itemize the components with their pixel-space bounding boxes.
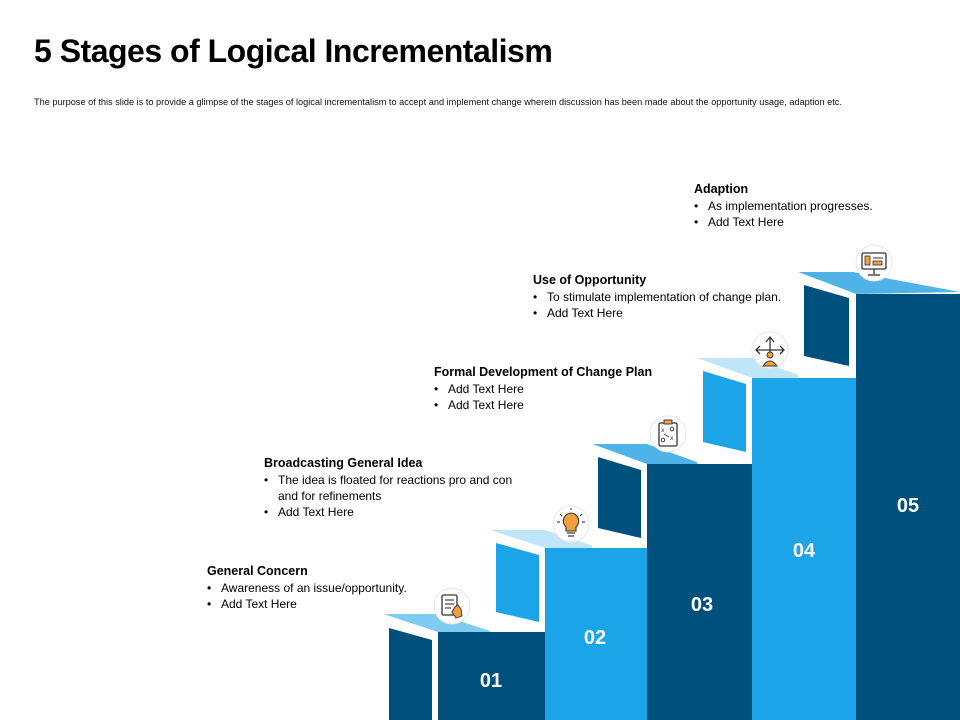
list-item: Add Text Here xyxy=(264,504,526,520)
stage-04-bullets: To stimulate implementation of change pl… xyxy=(533,289,813,321)
step-number-03: 03 xyxy=(691,594,713,616)
svg-text:x: x xyxy=(670,435,674,442)
list-item: Add Text Here xyxy=(434,381,694,397)
step-number-01: 01 xyxy=(480,670,502,692)
stage-05-title: Adaption xyxy=(694,182,749,196)
list-item: Add Text Here xyxy=(434,397,694,413)
list-item: The idea is floated for reactions pro an… xyxy=(264,472,526,504)
step-02-top xyxy=(490,530,600,548)
list-item: As implementation progresses. xyxy=(694,198,944,214)
step-03-top xyxy=(592,444,702,464)
step-04 xyxy=(697,358,856,720)
step-01-front xyxy=(438,632,546,720)
person-directions-icon xyxy=(751,331,789,369)
stage-05-text: Adaption As implementation progresses. A… xyxy=(694,181,944,230)
stage-02-title: Broadcasting General Idea xyxy=(264,456,423,470)
strategy-board-icon: x x xyxy=(649,415,687,453)
stage-02-text: Broadcasting General Idea The idea is fl… xyxy=(264,455,526,520)
step-number-05: 05 xyxy=(897,495,919,517)
stage-01-text: General Concern Awareness of an issue/op… xyxy=(207,563,447,612)
step-number-02: 02 xyxy=(584,627,606,649)
list-item: Awareness of an issue/opportunity. xyxy=(207,580,447,596)
stage-02-bullets: The idea is floated for reactions pro an… xyxy=(264,472,526,520)
step-03-front xyxy=(647,464,755,720)
stage-01-title: General Concern xyxy=(207,564,308,578)
lightbulb-icon xyxy=(552,505,590,543)
page-subtitle: The purpose of this slide is to provide … xyxy=(34,97,842,107)
step-number-04: 04 xyxy=(793,540,816,562)
step-04-front xyxy=(752,378,856,720)
step-01-top xyxy=(383,614,493,632)
step-05-top xyxy=(798,272,960,294)
page-title: 5 Stages of Logical Incrementalism xyxy=(34,33,553,69)
step-05 xyxy=(798,272,960,720)
step-01 xyxy=(383,614,546,720)
stage-03-title: Formal Development of Change Plan xyxy=(434,365,653,379)
step-02-panel xyxy=(496,543,539,622)
stage-05-bullets: As implementation progresses. Add Text H… xyxy=(694,198,944,230)
list-item: To stimulate implementation of change pl… xyxy=(533,289,813,305)
step-02 xyxy=(490,530,650,720)
step-04-top xyxy=(697,358,807,378)
stage-03-bullets: Add Text Here Add Text Here xyxy=(434,381,694,413)
stage-04-title: Use of Opportunity xyxy=(533,273,647,287)
step-05-panel xyxy=(804,285,849,366)
stage-03-text: Formal Development of Change Plan Add Te… xyxy=(434,364,694,413)
list-item: Add Text Here xyxy=(533,305,813,321)
monitor-dashboard-icon xyxy=(855,244,893,282)
stage-04-text: Use of Opportunity To stimulate implemen… xyxy=(533,272,813,321)
step-03-panel xyxy=(598,457,641,538)
step-04-panel xyxy=(703,371,746,452)
step-05-front xyxy=(856,294,960,720)
step-02-front xyxy=(545,548,650,720)
step-03 xyxy=(592,444,755,720)
list-item: Add Text Here xyxy=(207,596,447,612)
step-01-panel xyxy=(389,628,432,720)
stage-01-bullets: Awareness of an issue/opportunity. Add T… xyxy=(207,580,447,612)
list-item: Add Text Here xyxy=(694,214,944,230)
svg-text:x: x xyxy=(661,427,665,434)
